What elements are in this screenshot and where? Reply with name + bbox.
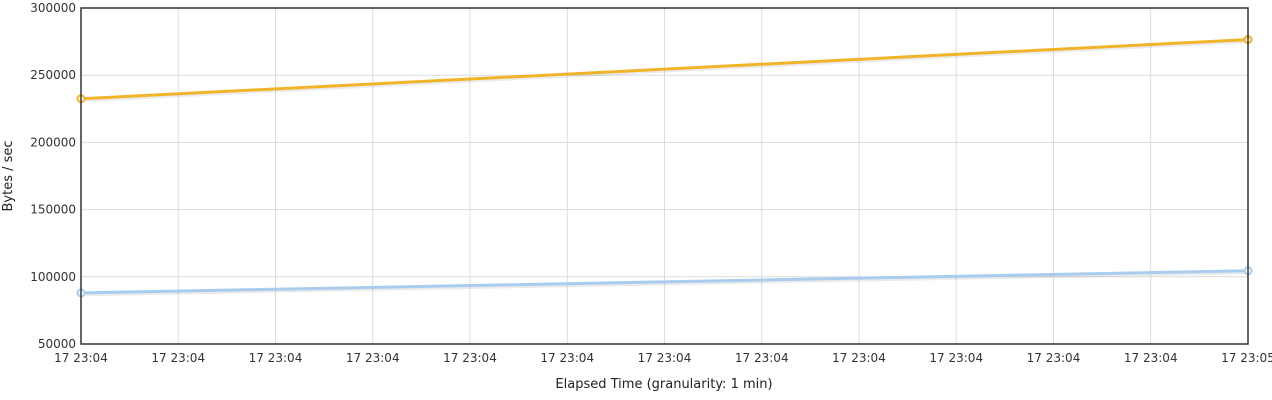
x-tick-label: 17 23:04 bbox=[1027, 351, 1081, 365]
y-tick-label: 300000 bbox=[30, 1, 76, 15]
y-tick-label: 200000 bbox=[30, 135, 76, 149]
x-tick-label: 17 23:04 bbox=[638, 351, 692, 365]
x-tick-label: 17 23:04 bbox=[151, 351, 205, 365]
x-tick-label: 17 23:05 bbox=[1221, 351, 1272, 365]
series-shadow bbox=[80, 40, 1249, 103]
x-axis-ticks: 17 23:04 17 23:04 17 23:04 17 23:04 17 23:04… bbox=[54, 351, 1272, 365]
x-tick-label: 17 23:04 bbox=[1124, 351, 1178, 365]
x-tick-label: 17 23:04 bbox=[443, 351, 497, 365]
series-shadow bbox=[80, 271, 1249, 297]
x-tick-label: 17 23:04 bbox=[832, 351, 886, 365]
x-tick-label: 17 23:04 bbox=[929, 351, 983, 365]
series-line-1 bbox=[80, 269, 1249, 295]
x-tick-label: 17 23:04 bbox=[540, 351, 594, 365]
series-group bbox=[76, 35, 1253, 298]
x-tick-label: 17 23:04 bbox=[346, 351, 400, 365]
y-tick-label: 250000 bbox=[30, 68, 76, 82]
y-axis-title: Bytes / sec bbox=[1, 140, 16, 211]
grid-lines bbox=[80, 7, 1249, 345]
y-tick-label: 50000 bbox=[38, 337, 76, 351]
x-tick-label: 17 23:04 bbox=[54, 351, 108, 365]
plot-frame bbox=[80, 7, 1249, 345]
y-axis-ticks: 50000 100000 150000 200000 250000 300000 bbox=[30, 1, 76, 351]
x-tick-label: 17 23:04 bbox=[249, 351, 303, 365]
series-line-0 bbox=[80, 38, 1249, 101]
y-tick-label: 100000 bbox=[30, 270, 76, 284]
x-axis-title: Elapsed Time (granularity: 1 min) bbox=[555, 377, 772, 392]
x-tick-label: 17 23:04 bbox=[735, 351, 789, 365]
y-tick-label: 150000 bbox=[30, 203, 76, 217]
